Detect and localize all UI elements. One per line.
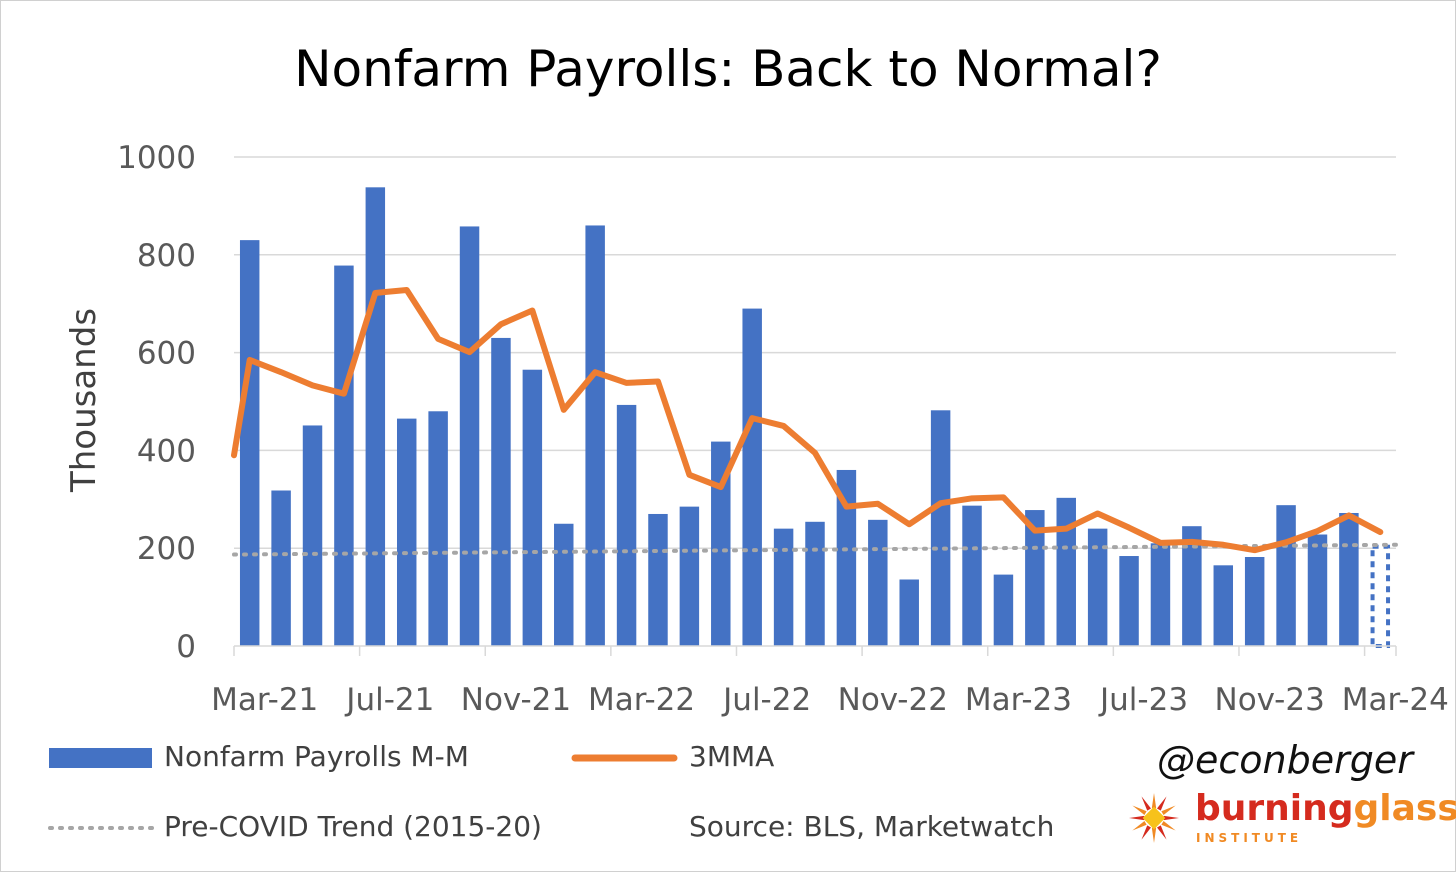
y-axis-label: Thousands xyxy=(64,308,104,493)
bar xyxy=(679,506,700,646)
bar xyxy=(773,528,794,646)
bar xyxy=(1025,510,1045,646)
logo-ray xyxy=(1156,796,1167,811)
y-tick-label: 800 xyxy=(137,238,196,274)
author-handle: @econberger xyxy=(1157,738,1413,782)
x-tick-label: Mar-22 xyxy=(588,682,695,718)
bar xyxy=(1182,526,1202,646)
bar xyxy=(1087,528,1108,646)
bar xyxy=(334,265,354,646)
legend-swatch-payrolls xyxy=(49,748,152,768)
bar xyxy=(868,519,888,646)
bar xyxy=(1276,505,1296,646)
bar xyxy=(836,469,857,646)
bar xyxy=(302,425,323,646)
x-tick-label: Jul-22 xyxy=(721,682,811,718)
logo-ray xyxy=(1161,820,1176,831)
bar xyxy=(396,418,417,646)
chart-title: Nonfarm Payrolls: Back to Normal? xyxy=(294,40,1162,98)
logo-ray xyxy=(1156,825,1167,840)
x-tick-label: Nov-21 xyxy=(461,682,571,718)
bar xyxy=(459,226,480,647)
x-tick-label: Mar-21 xyxy=(211,682,318,718)
bar xyxy=(1244,557,1265,646)
logo-ray xyxy=(1161,805,1176,816)
logo-ray xyxy=(1141,825,1152,840)
x-tick-label: Nov-23 xyxy=(1215,682,1325,718)
bar xyxy=(742,308,762,646)
bar xyxy=(648,513,668,646)
logo-ray xyxy=(1151,793,1157,809)
bar xyxy=(1307,534,1328,646)
bar xyxy=(554,523,574,646)
bar xyxy=(1370,544,1391,648)
bar xyxy=(616,404,637,646)
y-tick-label: 0 xyxy=(176,629,196,665)
legend-label-payrolls: Nonfarm Payrolls M-M xyxy=(164,740,469,773)
brand-institute: INSTITUTE xyxy=(1196,831,1303,845)
bar xyxy=(585,225,605,646)
bar xyxy=(428,411,448,646)
y-tick-label: 400 xyxy=(137,433,196,469)
brand-name: burningglass xyxy=(1195,788,1456,829)
bar xyxy=(1056,497,1076,646)
bar xyxy=(1339,512,1359,646)
bar xyxy=(491,337,511,646)
legend-label-3mma: 3MMA xyxy=(689,740,775,773)
y-tick-label: 1000 xyxy=(117,140,196,176)
logo-ray xyxy=(1132,805,1147,816)
logo-ray xyxy=(1129,815,1145,821)
source-note: Source: BLS, Marketwatch xyxy=(689,810,1055,843)
logo-ray xyxy=(1151,827,1157,843)
x-tick-label: Nov-22 xyxy=(838,682,948,718)
logo-ray xyxy=(1163,815,1179,821)
bar xyxy=(365,187,386,646)
logo-ray xyxy=(1141,796,1152,811)
x-tick-label: Jul-21 xyxy=(344,682,434,718)
x-tick-label: Jul-23 xyxy=(1098,682,1188,718)
bar xyxy=(1119,556,1139,646)
logo-ray xyxy=(1132,820,1147,831)
y-tick-label: 600 xyxy=(137,336,196,372)
bar xyxy=(930,410,951,646)
bar xyxy=(1150,543,1171,646)
series-line-3mma xyxy=(231,287,1384,554)
bar xyxy=(993,574,1014,646)
bar xyxy=(271,490,291,646)
bar xyxy=(711,441,731,646)
legend-label-trend: Pre-COVID Trend (2015-20) xyxy=(164,810,542,843)
bar xyxy=(899,579,919,646)
bar xyxy=(1213,565,1234,646)
logo-center xyxy=(1142,806,1166,830)
x-tick-label: Mar-24 xyxy=(1342,682,1449,718)
bar xyxy=(522,369,543,646)
bar xyxy=(239,240,260,646)
trend-line xyxy=(232,542,1398,557)
burning-glass-logo-icon xyxy=(1129,793,1179,843)
x-tick-label: Mar-23 xyxy=(965,682,1072,718)
y-tick-label: 200 xyxy=(137,531,196,567)
bar xyxy=(962,505,982,646)
bar xyxy=(805,521,825,646)
